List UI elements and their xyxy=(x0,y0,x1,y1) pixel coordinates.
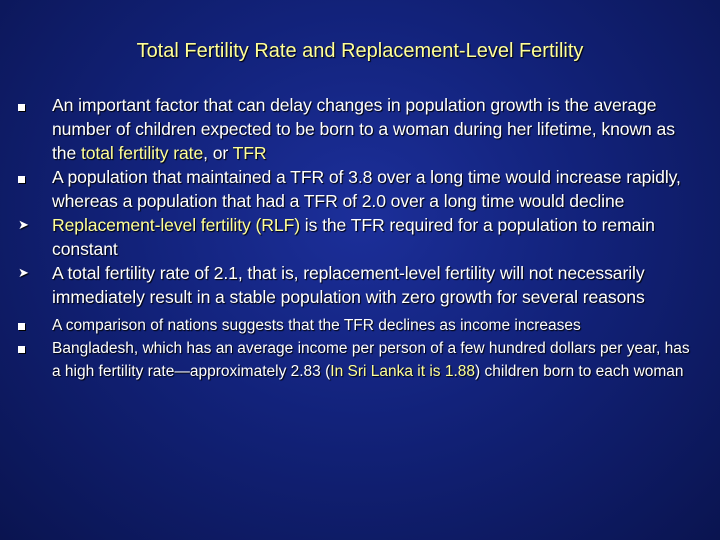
bullet-tfr-2-1: ➤ A total fertility rate of 2.1, that is… xyxy=(18,261,700,309)
slide-title: Total Fertility Rate and Replacement-Lev… xyxy=(136,40,584,62)
bullet-tfr-example: A population that maintained a TFR of 3.… xyxy=(18,165,700,213)
bullet-text: A population that maintained a TFR of 3.… xyxy=(52,167,681,211)
square-bullet-icon xyxy=(18,337,25,360)
bullet-total-fertility-rate: An important factor that can delay chang… xyxy=(18,93,700,165)
bullet-nations-comparison: A comparison of nations suggests that th… xyxy=(18,314,700,337)
bullet-text: A comparison of nations suggests that th… xyxy=(52,317,581,334)
bullet-replacement-level: ➤ Replacement-level fertility (RLF) is t… xyxy=(18,213,700,261)
square-bullet-icon xyxy=(18,165,25,189)
term-sri-lanka: In Sri Lanka it is 1.88 xyxy=(330,363,476,380)
term-rlf: Replacement-level fertility (RLF) xyxy=(52,215,300,235)
term-tfr: TFR xyxy=(232,143,267,163)
arrow-bullet-icon: ➤ xyxy=(18,265,29,280)
bullet-text: is the TFR required for a population to … xyxy=(52,215,655,259)
square-bullet-icon xyxy=(18,314,25,337)
bullet-list: An important factor that can delay chang… xyxy=(18,93,700,383)
bullet-text: Bangladesh, which has an average income … xyxy=(52,340,690,380)
bullet-text: A total fertility rate of 2.1, that is, … xyxy=(52,263,645,307)
arrow-bullet-icon: ➤ xyxy=(18,217,29,232)
bullet-bangladesh: Bangladesh, which has an average income … xyxy=(18,337,700,383)
bullet-text: An important factor that can delay chang… xyxy=(52,95,675,163)
square-bullet-icon xyxy=(18,93,25,117)
bullet-text: , or xyxy=(203,143,233,163)
term-total-fertility-rate: total fertility rate xyxy=(80,143,204,163)
bullet-text: ) children born to each woman xyxy=(475,363,684,380)
